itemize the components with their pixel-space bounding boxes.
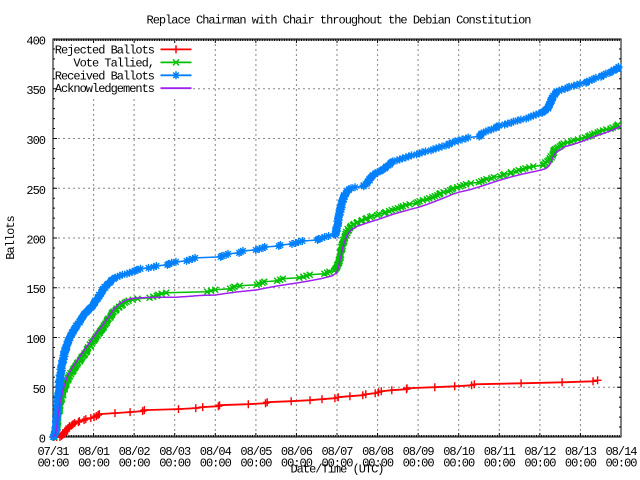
svg-text:Vote Tallied,: Vote Tallied,	[73, 56, 154, 70]
svg-text:00:00: 00:00	[443, 457, 475, 471]
svg-text:00:00: 00:00	[605, 457, 637, 471]
svg-text:00:00: 00:00	[362, 457, 394, 471]
svg-text:08/06: 08/06	[281, 445, 313, 459]
svg-text:Received Ballots: Received Ballots	[55, 69, 155, 83]
svg-text:0: 0	[39, 433, 46, 447]
svg-text:300: 300	[26, 134, 45, 148]
svg-text:00:00: 00:00	[321, 457, 353, 471]
svg-text:07/31: 07/31	[37, 445, 69, 459]
svg-text:08/09: 08/09	[403, 445, 435, 459]
svg-text:08/02: 08/02	[119, 445, 151, 459]
svg-text:08/10: 08/10	[443, 445, 475, 459]
svg-text:Acknowledgements: Acknowledgements	[55, 82, 155, 96]
svg-text:08/05: 08/05	[240, 445, 272, 459]
svg-text:00:00: 00:00	[119, 457, 151, 471]
svg-text:08/08: 08/08	[362, 445, 394, 459]
svg-text:150: 150	[26, 283, 45, 297]
svg-text:Ballots: Ballots	[4, 216, 18, 260]
svg-text:200: 200	[26, 234, 45, 248]
svg-text:00:00: 00:00	[78, 457, 110, 471]
svg-text:08/13: 08/13	[565, 445, 597, 459]
svg-text:50: 50	[33, 383, 46, 397]
svg-text:00:00: 00:00	[403, 457, 435, 471]
svg-text:Rejected Ballots: Rejected Ballots	[55, 43, 155, 57]
svg-text:00:00: 00:00	[484, 457, 516, 471]
svg-text:400: 400	[26, 35, 45, 49]
svg-text:08/12: 08/12	[524, 445, 556, 459]
svg-text:Date/Time (UTC): Date/Time (UTC)	[290, 463, 383, 477]
svg-text:08/14: 08/14	[605, 445, 637, 459]
svg-text:350: 350	[26, 84, 45, 98]
svg-text:08/11: 08/11	[484, 445, 516, 459]
svg-text:08/07: 08/07	[321, 445, 353, 459]
svg-text:Replace Chairman with Chair th: Replace Chairman with Chair throughout t…	[147, 14, 532, 28]
svg-text:250: 250	[26, 184, 45, 198]
svg-text:100: 100	[26, 333, 45, 347]
svg-text:00:00: 00:00	[281, 457, 313, 471]
svg-text:00:00: 00:00	[565, 457, 597, 471]
svg-text:08/03: 08/03	[159, 445, 191, 459]
svg-text:08/04: 08/04	[200, 445, 232, 459]
svg-text:00:00: 00:00	[524, 457, 556, 471]
svg-text:00:00: 00:00	[159, 457, 191, 471]
svg-text:00:00: 00:00	[240, 457, 272, 471]
svg-text:00:00: 00:00	[37, 457, 69, 471]
svg-text:00:00: 00:00	[200, 457, 232, 471]
svg-text:08/01: 08/01	[78, 445, 110, 459]
